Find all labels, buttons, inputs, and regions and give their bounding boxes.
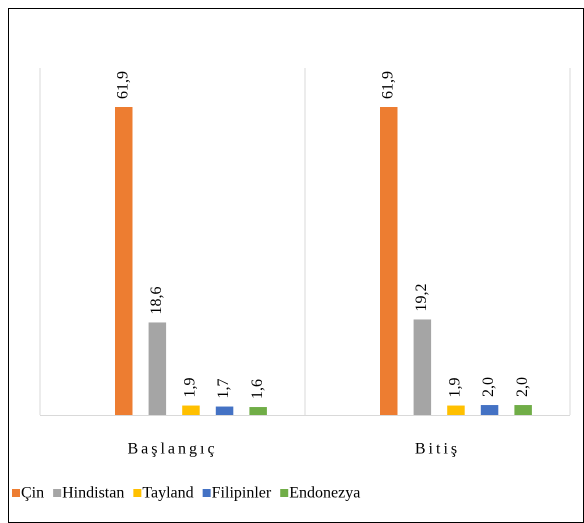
- chart-border: [8, 8, 584, 523]
- data-label: 2,0: [514, 377, 531, 397]
- legend-swatch: [53, 489, 62, 497]
- bar: [514, 405, 532, 415]
- data-label: 61,9: [114, 71, 131, 99]
- bar: [215, 406, 234, 415]
- data-label: 19,2: [413, 283, 430, 311]
- x-tick-label: Bitiş: [415, 441, 460, 458]
- legend-label: Filipinler: [212, 485, 272, 502]
- x-tick-label: Başlangıç: [127, 441, 217, 458]
- legend-swatch: [12, 489, 20, 497]
- bar: [182, 405, 200, 415]
- legend-label: Tayland: [142, 485, 193, 502]
- bar: [413, 319, 432, 415]
- bar: [380, 107, 398, 415]
- data-label: 61,9: [379, 71, 396, 99]
- data-label: 1,9: [182, 378, 199, 398]
- legend-label: Endonezya: [289, 485, 360, 502]
- bar: [447, 405, 465, 415]
- legend-label: Çin: [21, 485, 44, 502]
- data-label: 18,6: [148, 286, 165, 314]
- data-label: 2,0: [480, 377, 497, 397]
- data-label: 1,9: [447, 378, 464, 398]
- legend-label: Hindistan: [62, 485, 124, 502]
- data-label: 1,7: [215, 379, 232, 399]
- legend-swatch: [280, 489, 289, 497]
- bar: [480, 405, 499, 415]
- legend-swatch: [133, 489, 142, 497]
- bar: [249, 407, 267, 415]
- bar: [115, 107, 133, 415]
- data-label: 1,6: [249, 379, 266, 399]
- bar: [148, 322, 167, 415]
- legend-swatch: [202, 489, 211, 497]
